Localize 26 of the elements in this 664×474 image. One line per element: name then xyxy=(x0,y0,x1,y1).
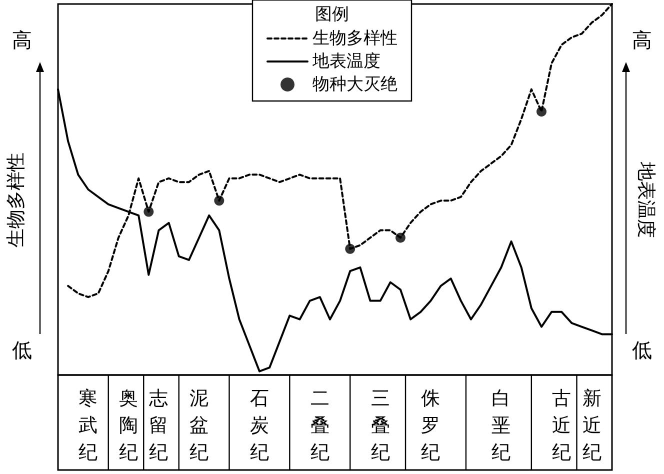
x-tick-label: 石炭纪 xyxy=(250,388,269,464)
point xyxy=(395,232,406,243)
y2-axis-title: 地表温度 xyxy=(635,161,657,238)
x-tick-label: 寒武纪 xyxy=(78,388,98,464)
point xyxy=(345,244,356,254)
x-tick-label: 奥陶纪 xyxy=(119,388,138,464)
legend-label: 地表温度 xyxy=(312,52,380,72)
y-axis-title: 生物多样性 xyxy=(5,152,27,248)
legend-title: 图例 xyxy=(315,4,349,24)
point xyxy=(214,196,224,206)
text: 高 xyxy=(632,28,652,52)
text: 高 xyxy=(12,28,32,52)
text: 低 xyxy=(12,338,32,362)
x-tick-label: 泥盆纪 xyxy=(190,388,209,464)
text: 低 xyxy=(632,338,652,362)
x-tick-label: 侏罗纪 xyxy=(421,388,440,464)
x-tick-label: 新近纪 xyxy=(582,388,602,464)
point xyxy=(536,106,546,117)
legend-label: 生物多样性 xyxy=(312,28,398,48)
point xyxy=(144,206,154,217)
x-tick-label: 白垩纪 xyxy=(492,388,511,464)
x-tick-label: 二叠纪 xyxy=(310,388,330,464)
legend-label: 物种大灭绝 xyxy=(312,74,398,94)
x-tick-label: 古近纪 xyxy=(552,388,572,464)
x-tick-label: 志留纪 xyxy=(149,388,168,464)
x-tick-label: 三叠纪 xyxy=(370,388,390,464)
